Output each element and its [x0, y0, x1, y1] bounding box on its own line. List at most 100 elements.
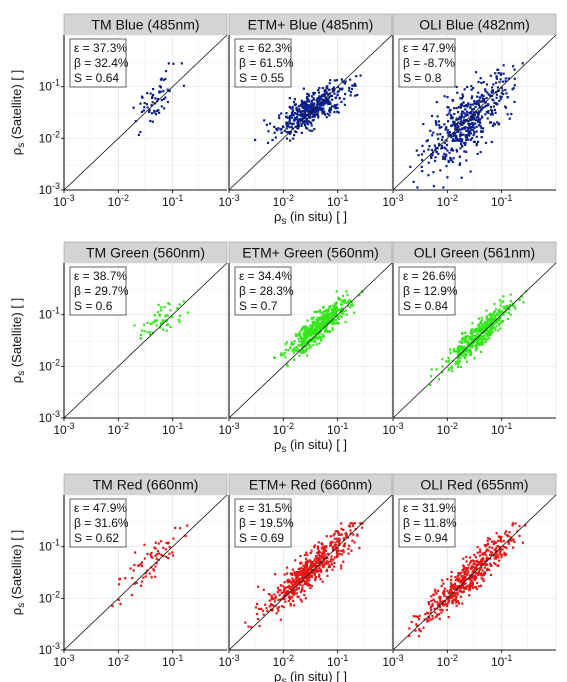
data-point [491, 313, 495, 316]
data-point [334, 541, 337, 544]
data-point [301, 588, 304, 591]
data-point [331, 321, 334, 324]
data-point [505, 553, 508, 556]
data-point [439, 596, 442, 599]
data-point [493, 557, 496, 560]
data-point [331, 548, 334, 551]
panel: ETM+ Red (660nm)ε = 31.5%β = 19.5%S = 0.… [218, 473, 393, 669]
data-point [482, 81, 485, 84]
data-point [459, 162, 462, 165]
stats-box [398, 266, 456, 316]
data-point [431, 604, 434, 607]
data-point [324, 328, 327, 331]
data-point [332, 88, 335, 91]
data-point [277, 609, 280, 612]
data-point [339, 311, 342, 314]
data-point [333, 537, 336, 540]
data-point [486, 91, 489, 94]
data-point [306, 108, 309, 111]
data-point [453, 583, 456, 586]
data-point [469, 122, 472, 125]
data-point [497, 89, 500, 93]
data-point [451, 116, 454, 119]
data-point [457, 139, 460, 142]
data-point [325, 100, 328, 103]
data-point [331, 313, 334, 316]
data-point [486, 322, 489, 325]
x-tick-label: 10-3 [218, 421, 239, 437]
data-point [463, 105, 466, 108]
data-point [457, 363, 460, 366]
data-point [415, 615, 418, 618]
data-point [467, 122, 470, 125]
data-point [465, 572, 468, 575]
data-point [427, 603, 430, 606]
data-point [133, 563, 136, 567]
data-point [318, 95, 321, 98]
data-point [330, 563, 333, 566]
data-point [308, 344, 311, 347]
data-point [473, 126, 476, 129]
data-point [167, 62, 170, 65]
data-point [312, 97, 315, 100]
data-point [152, 568, 155, 571]
data-point [500, 313, 503, 316]
data-point [161, 321, 164, 324]
data-point [471, 118, 474, 121]
data-point [312, 106, 315, 109]
data-point [280, 131, 283, 134]
data-point [429, 384, 432, 387]
data-point [315, 318, 318, 322]
data-point [303, 351, 306, 354]
data-point [151, 95, 154, 98]
data-point [443, 152, 446, 155]
data-point [467, 571, 470, 574]
data-point [311, 327, 314, 330]
data-point [484, 338, 487, 341]
data-point [309, 113, 312, 116]
data-point [324, 88, 327, 91]
data-point [318, 342, 321, 345]
data-point [332, 304, 335, 307]
stats-box [69, 266, 127, 316]
data-point [452, 132, 455, 135]
data-point [460, 143, 463, 146]
data-point [290, 123, 293, 126]
data-point [293, 346, 296, 350]
data-point [157, 550, 160, 553]
data-point [496, 103, 499, 106]
data-point [440, 147, 443, 150]
data-point [271, 608, 274, 611]
data-point [495, 102, 498, 105]
data-point [487, 110, 490, 113]
data-point [434, 159, 437, 162]
data-point [340, 549, 343, 552]
data-point [306, 343, 309, 346]
data-point [148, 109, 151, 112]
data-point [322, 557, 325, 560]
data-point [257, 618, 260, 621]
data-point [333, 532, 336, 535]
data-point [490, 91, 493, 94]
data-point [484, 113, 487, 116]
data-point [348, 524, 351, 527]
data-point [322, 93, 325, 96]
data-point [164, 96, 167, 99]
data-point [479, 125, 482, 128]
data-point [474, 349, 477, 352]
data-point [316, 545, 320, 548]
data-point [287, 585, 290, 588]
data-point [447, 601, 450, 604]
data-point [312, 325, 315, 328]
data-point [456, 593, 459, 596]
data-point [319, 102, 322, 105]
data-point [479, 108, 482, 111]
data-point [154, 565, 157, 568]
data-point [308, 120, 311, 124]
data-point [340, 567, 343, 570]
data-point [471, 137, 474, 140]
data-point [324, 317, 327, 320]
data-point [450, 367, 453, 370]
data-point [484, 141, 488, 144]
data-point [320, 555, 324, 559]
